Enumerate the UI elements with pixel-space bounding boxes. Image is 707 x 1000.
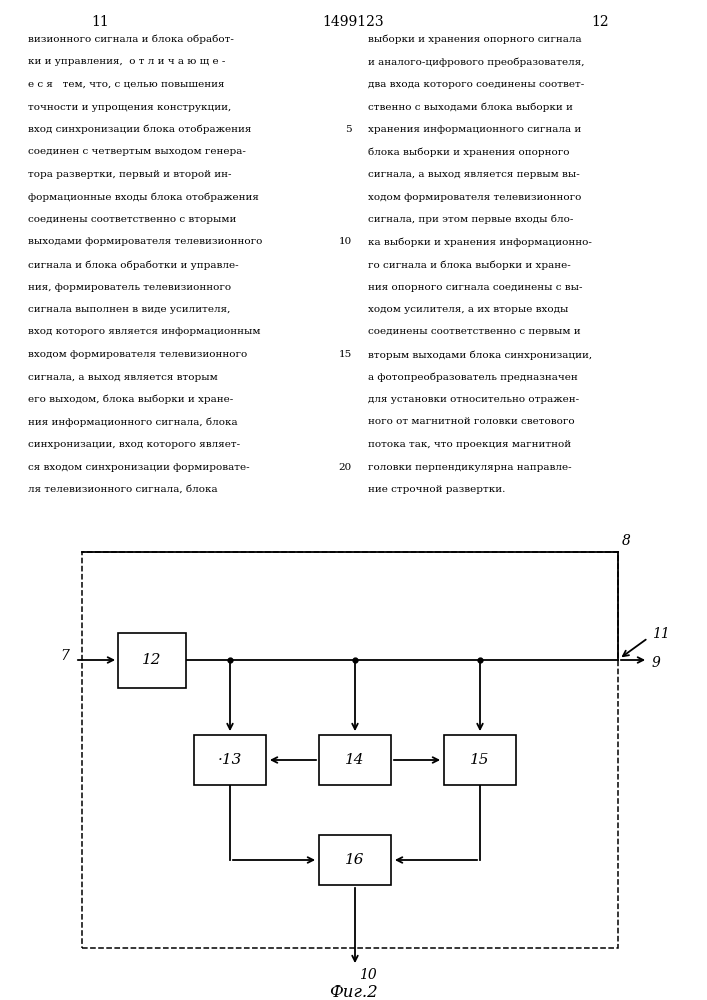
Text: точности и упрощения конструкции,: точности и упрощения конструкции, <box>28 103 231 111</box>
Text: го сигнала и блока выборки и хране-: го сигнала и блока выборки и хране- <box>368 260 571 269</box>
Text: хранения информационного сигнала и: хранения информационного сигнала и <box>368 125 581 134</box>
Text: ние строчной развертки.: ние строчной развертки. <box>368 485 506 494</box>
Text: и аналого-цифрового преобразователя,: и аналого-цифрового преобразователя, <box>368 57 585 67</box>
Text: 15: 15 <box>339 350 352 359</box>
Bar <box>319 735 391 785</box>
Text: для установки относительно отражен-: для установки относительно отражен- <box>368 395 579 404</box>
Text: вход синхронизации блока отображения: вход синхронизации блока отображения <box>28 125 252 134</box>
Text: 10: 10 <box>359 968 377 982</box>
Text: ся входом синхронизации формировате-: ся входом синхронизации формировате- <box>28 462 250 472</box>
Bar <box>82 552 618 948</box>
Text: 7: 7 <box>60 649 69 663</box>
Text: входом формирователя телевизионного: входом формирователя телевизионного <box>28 350 247 359</box>
Text: сигнала, а выход является первым вы-: сигнала, а выход является первым вы- <box>368 170 580 179</box>
Text: 20: 20 <box>339 462 352 472</box>
Text: 10: 10 <box>339 237 352 246</box>
Text: ния опорного сигнала соединены с вы-: ния опорного сигнала соединены с вы- <box>368 282 583 292</box>
Text: 14: 14 <box>345 753 365 767</box>
Text: блока выборки и хранения опорного: блока выборки и хранения опорного <box>368 147 570 157</box>
Text: ка выборки и хранения информационно-: ка выборки и хранения информационно- <box>368 237 592 247</box>
Text: формационные входы блока отображения: формационные входы блока отображения <box>28 192 259 202</box>
Text: 8: 8 <box>622 534 631 548</box>
Text: а фотопреобразователь предназначен: а фотопреобразователь предназначен <box>368 372 578 382</box>
Text: два входа которого соединены соответ-: два входа которого соединены соответ- <box>368 80 584 89</box>
Bar <box>118 633 186 688</box>
Text: ния, формирователь телевизионного: ния, формирователь телевизионного <box>28 282 231 292</box>
Text: соединен с четвертым выходом генера-: соединен с четвертым выходом генера- <box>28 147 246 156</box>
Text: ственно с выходами блока выборки и: ственно с выходами блока выборки и <box>368 103 573 112</box>
Text: 12: 12 <box>591 15 609 29</box>
Text: ·13: ·13 <box>218 753 243 767</box>
Text: сигнала выполнен в виде усилителя,: сигнала выполнен в виде усилителя, <box>28 305 230 314</box>
Text: сигнала, при этом первые входы бло-: сигнала, при этом первые входы бло- <box>368 215 573 225</box>
Text: сигнала и блока обработки и управле-: сигнала и блока обработки и управле- <box>28 260 239 269</box>
Text: е с я   тем, что, с целью повышения: е с я тем, что, с целью повышения <box>28 80 225 89</box>
Text: головки перпендикулярна направле-: головки перпендикулярна направле- <box>368 462 572 472</box>
Text: сигнала, а выход является вторым: сигнала, а выход является вторым <box>28 372 218 381</box>
Text: 5: 5 <box>346 125 352 134</box>
Text: визионного сигнала и блока обработ-: визионного сигнала и блока обработ- <box>28 35 234 44</box>
Text: 12: 12 <box>142 653 162 667</box>
Text: ля телевизионного сигнала, блока: ля телевизионного сигнала, блока <box>28 485 218 494</box>
Text: выходами формирователя телевизионного: выходами формирователя телевизионного <box>28 237 262 246</box>
Text: ки и управления,  о т л и ч а ю щ е -: ки и управления, о т л и ч а ю щ е - <box>28 57 226 66</box>
Text: 15: 15 <box>470 753 490 767</box>
Text: его выходом, блока выборки и хране-: его выходом, блока выборки и хране- <box>28 395 233 404</box>
Text: ния информационного сигнала, блока: ния информационного сигнала, блока <box>28 418 238 427</box>
Text: ного от магнитной головки светового: ного от магнитной головки светового <box>368 418 575 426</box>
Bar <box>194 735 266 785</box>
Text: вход которого является информационным: вход которого является информационным <box>28 328 260 336</box>
Text: 11: 11 <box>652 627 670 641</box>
Text: 16: 16 <box>345 853 365 867</box>
Text: потока так, что проекция магнитной: потока так, что проекция магнитной <box>368 440 571 449</box>
Text: 9: 9 <box>652 656 661 670</box>
Text: ходом усилителя, а их вторые входы: ходом усилителя, а их вторые входы <box>368 305 568 314</box>
Text: соединены соответственно с вторыми: соединены соответственно с вторыми <box>28 215 236 224</box>
Text: ходом формирователя телевизионного: ходом формирователя телевизионного <box>368 192 581 202</box>
Text: синхронизации, вход которого являет-: синхронизации, вход которого являет- <box>28 440 240 449</box>
Text: Фиг.2: Фиг.2 <box>329 984 378 1000</box>
Text: 1499123: 1499123 <box>322 15 384 29</box>
Bar <box>444 735 516 785</box>
Text: соединены соответственно с первым и: соединены соответственно с первым и <box>368 328 580 336</box>
Text: выборки и хранения опорного сигнала: выборки и хранения опорного сигнала <box>368 35 582 44</box>
Text: вторым выходами блока синхронизации,: вторым выходами блока синхронизации, <box>368 350 592 360</box>
Text: тора развертки, первый и второй ин-: тора развертки, первый и второй ин- <box>28 170 231 179</box>
Text: 11: 11 <box>91 15 109 29</box>
Bar <box>319 835 391 885</box>
